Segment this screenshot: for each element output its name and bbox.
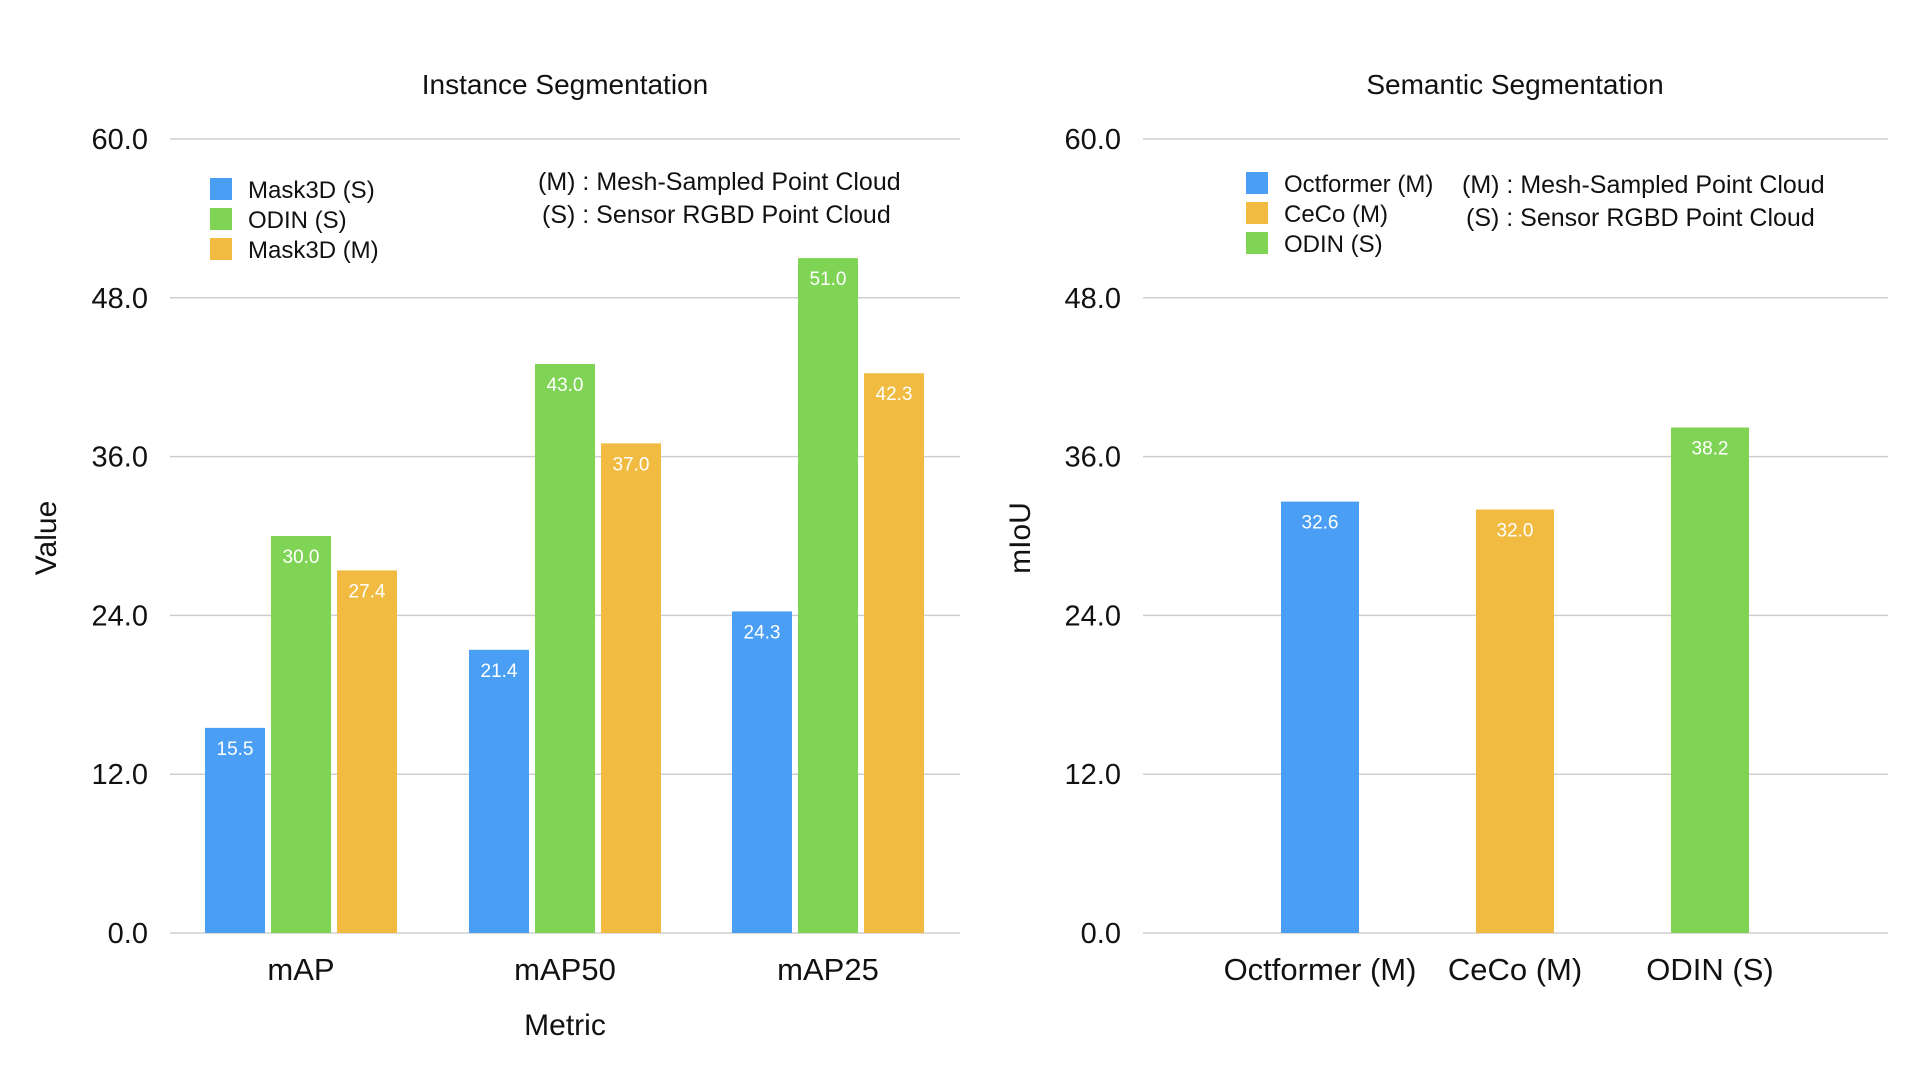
bar-value-label: 42.3 (876, 384, 913, 405)
legend-swatch (210, 238, 232, 260)
bar-value-label: 21.4 (481, 661, 518, 682)
y-tick-label: 24.0 (92, 600, 148, 632)
bar (271, 536, 331, 933)
bar (469, 649, 529, 933)
bar-value-label: 27.4 (349, 581, 386, 602)
legend-entry: Mask3D (M) (248, 237, 379, 264)
bar-value-label: 32.0 (1497, 521, 1534, 542)
y-tick-label: 36.0 (92, 442, 148, 474)
annotation-sensor: (S) : Sensor RGBD Point Cloud (1466, 204, 1815, 232)
legend-entry: Mask3D (S) (248, 177, 375, 204)
annotation-sensor: (S) : Sensor RGBD Point Cloud (542, 201, 891, 229)
legend-entry: Octformer (M) (1284, 171, 1433, 198)
bar (798, 258, 858, 934)
semantic-segmentation-chart: Semantic Segmentation mIoU 0.0 12.0 24.0 36… (1004, 69, 1888, 987)
bar (732, 611, 792, 933)
x-tick-label: Octformer (M) (1224, 952, 1417, 987)
y-tick-label: 48.0 (92, 283, 148, 315)
y-tick-label: 12.0 (1065, 759, 1121, 791)
legend-swatch (210, 208, 232, 230)
bar-value-label: 32.6 (1302, 513, 1339, 534)
y-tick-label: 0.0 (1081, 918, 1121, 950)
x-axis-label: Metric (524, 1009, 606, 1042)
legend-entry: ODIN (S) (248, 207, 347, 234)
bar (1476, 509, 1554, 933)
bar (535, 363, 595, 933)
x-tick-label: CeCo (M) (1448, 952, 1582, 987)
y-tick-label: 24.0 (1065, 600, 1121, 632)
instance-segmentation-chart: Instance Segmentation Value Metric 0.0 12… (30, 69, 960, 1042)
bar (205, 727, 265, 933)
bar (1671, 427, 1749, 933)
y-axis-label: Value (30, 501, 63, 576)
bar-value-label: 51.0 (810, 269, 847, 290)
x-tick-label: mAP50 (514, 952, 616, 987)
y-tick-label: 60.0 (92, 124, 148, 156)
bar-value-label: 15.5 (217, 739, 254, 760)
chart-title: Instance Segmentation (422, 69, 708, 100)
bar-value-label: 37.0 (613, 454, 650, 475)
bar (337, 570, 397, 933)
y-tick-label: 60.0 (1065, 124, 1121, 156)
x-tick-label: ODIN (S) (1646, 952, 1773, 987)
bar (864, 373, 924, 934)
bar-value-label: 38.2 (1692, 438, 1729, 459)
bar (1281, 501, 1359, 933)
bar-value-label: 30.0 (283, 547, 320, 568)
bar-value-label: 43.0 (547, 375, 584, 396)
legend-swatch (210, 178, 232, 200)
legend-entry: ODIN (S) (1284, 231, 1383, 258)
y-tick-label: 48.0 (1065, 283, 1121, 315)
y-tick-label: 36.0 (1065, 442, 1121, 474)
annotation-mesh: (M) : Mesh-Sampled Point Cloud (538, 168, 901, 196)
legend-entry: CeCo (M) (1284, 201, 1388, 228)
x-tick-label: mAP (267, 952, 334, 987)
y-tick-label: 12.0 (92, 759, 148, 791)
chart-title: Semantic Segmentation (1366, 69, 1663, 100)
legend-swatch (1246, 172, 1268, 194)
legend-swatch (1246, 202, 1268, 224)
annotation-mesh: (M) : Mesh-Sampled Point Cloud (1462, 171, 1825, 199)
bar (601, 443, 661, 933)
y-axis-label: mIoU (1004, 502, 1037, 574)
x-tick-label: mAP25 (777, 952, 879, 987)
bar-value-label: 24.3 (744, 622, 781, 643)
legend-swatch (1246, 232, 1268, 254)
y-tick-label: 0.0 (108, 918, 148, 950)
